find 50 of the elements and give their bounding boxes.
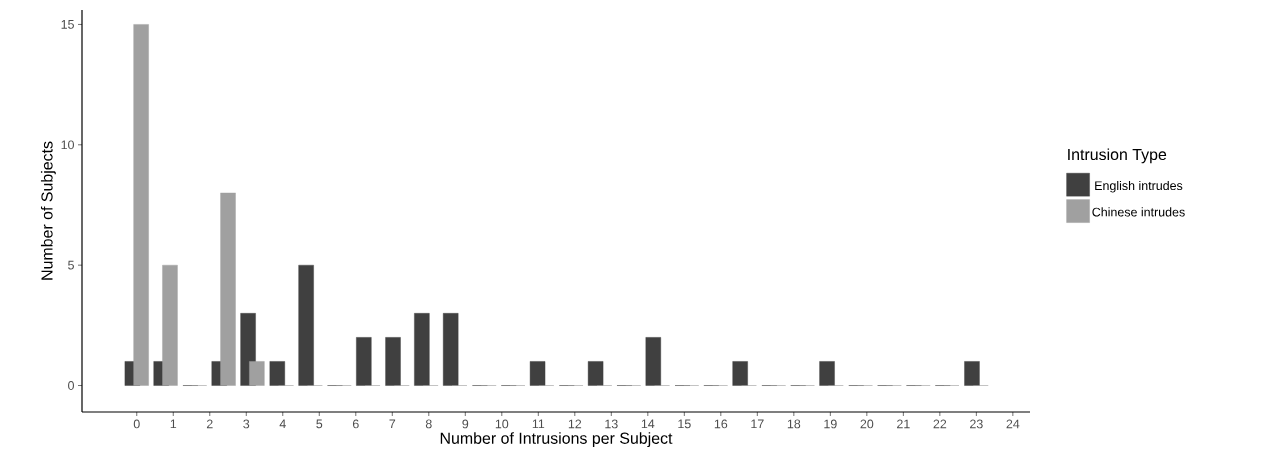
bar <box>356 337 372 386</box>
legend-title: Intrusion Type <box>1068 148 1167 164</box>
bar <box>385 337 401 386</box>
x-tick-label: 1 <box>170 419 177 429</box>
bar <box>414 313 430 386</box>
bar <box>964 361 980 386</box>
y-tick-label: 0 <box>68 381 74 390</box>
bar <box>443 313 459 386</box>
x-tick-label: 6 <box>352 419 359 429</box>
bar <box>645 337 661 386</box>
x-tick-label: 4 <box>279 419 286 429</box>
x-tick-label: 19 <box>824 419 837 429</box>
x-tick-label: 7 <box>389 419 396 429</box>
y-tick-label: 15 <box>61 20 74 29</box>
x-tick-label: 5 <box>316 419 323 429</box>
x-tick-label: 21 <box>897 419 910 429</box>
x-tick-label: 24 <box>1006 419 1020 429</box>
x-tick-label: 9 <box>462 419 469 429</box>
bar <box>732 361 748 386</box>
x-tick-label: 17 <box>751 419 764 429</box>
bar <box>298 264 314 386</box>
bar <box>819 361 835 386</box>
bar <box>587 361 604 386</box>
legend-label: Chinese intrudes <box>1092 207 1185 217</box>
x-tick-label: 8 <box>425 419 432 429</box>
x-tick-label: 13 <box>605 419 618 429</box>
x-tick-label: 0 <box>133 419 140 429</box>
y-axis-title: Number of Subjects <box>40 141 56 280</box>
bar <box>249 361 265 386</box>
x-tick-label: 15 <box>678 419 691 429</box>
x-tick-label: 18 <box>787 419 801 429</box>
bar <box>220 192 236 386</box>
bar <box>269 361 285 386</box>
x-tick-label: 10 <box>495 419 509 429</box>
x-tick-label: 16 <box>714 419 728 429</box>
x-tick-label: 22 <box>933 419 947 429</box>
x-tick-label: 20 <box>860 419 874 429</box>
x-tick-label: 3 <box>243 419 250 429</box>
x-axis-title: Number of Intrusions per Subject <box>440 432 673 448</box>
y-tick-label: 5 <box>68 260 74 270</box>
bar <box>133 24 149 386</box>
x-tick-label: 12 <box>568 419 582 429</box>
bar <box>162 264 178 386</box>
x-tick-label: 2 <box>206 419 213 429</box>
bar <box>529 361 546 386</box>
x-tick-label: 11 <box>532 419 545 429</box>
x-tick-label: 14 <box>641 419 655 429</box>
y-tick-label: 10 <box>61 140 74 150</box>
legend-label: English intrudes <box>1095 180 1183 193</box>
x-tick-label: 23 <box>970 419 983 429</box>
